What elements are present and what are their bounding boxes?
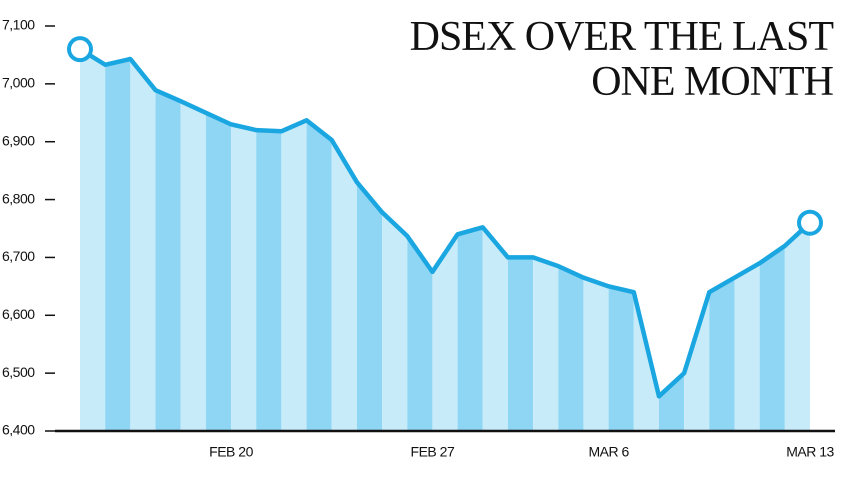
y-tick-label: 6,500 (2, 364, 35, 380)
area-stripe (709, 277, 735, 431)
x-tick-label: MAR 13 (786, 444, 834, 460)
area-stripe (658, 373, 685, 431)
area-stripe (231, 124, 257, 431)
area-stripe (80, 49, 106, 432)
area-stripe (734, 263, 760, 431)
area-stripe (306, 120, 332, 432)
area-stripe (281, 120, 307, 432)
y-tick-label: 6,800 (2, 190, 35, 206)
y-tick-label: 6,900 (2, 132, 35, 148)
chart-title: ONE MONTH (591, 59, 833, 105)
area-stripe (382, 212, 408, 431)
y-tick-label: 7,100 (2, 17, 35, 33)
area-stripe (130, 58, 156, 431)
area-stripe (558, 266, 584, 431)
y-tick-label: 6,700 (2, 248, 35, 264)
chart-title: DSEX OVER THE LAST (410, 14, 834, 60)
area-stripe (608, 286, 634, 431)
area-stripe (180, 101, 206, 431)
area-stripe (105, 58, 131, 431)
y-tick-label: 7,000 (2, 75, 35, 91)
area-stripe (533, 257, 559, 431)
area-stripe (583, 277, 609, 431)
end-marker (67, 36, 93, 63)
y-tick-label: 6,600 (2, 306, 35, 322)
area-stripe (205, 112, 232, 432)
area-stripe (331, 139, 357, 431)
area-stripe (155, 90, 181, 431)
line (78, 47, 812, 399)
x-tick-label: MAR 6 (588, 444, 629, 460)
area-stripe (784, 222, 810, 431)
area-stripe (507, 257, 534, 431)
area-stripe (256, 130, 282, 431)
x-tick-label: FEB 27 (411, 444, 455, 460)
x-tick-label: FEB 20 (209, 444, 253, 460)
end-marker (797, 209, 823, 236)
area-stripe (432, 234, 458, 431)
area-stripe (684, 292, 710, 431)
y-tick-label: 6,400 (2, 422, 35, 438)
area-stripe (482, 227, 508, 431)
area-stripe (356, 182, 383, 431)
area-stripe (457, 227, 483, 431)
area-stripe (759, 245, 785, 431)
area-stripe (407, 236, 433, 431)
